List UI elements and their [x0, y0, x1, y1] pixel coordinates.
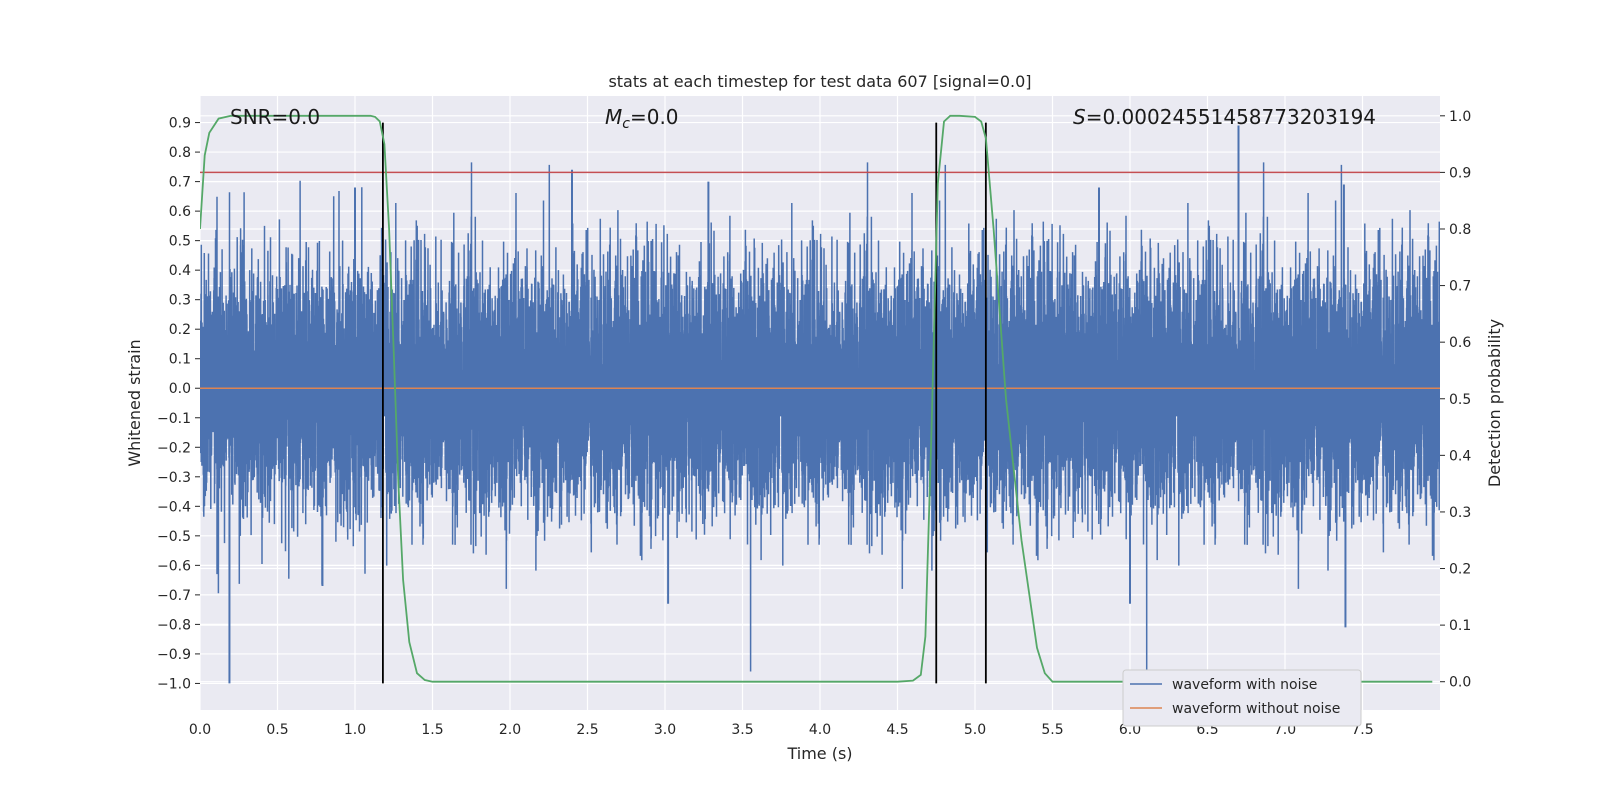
legend-box	[1122, 669, 1362, 727]
x-axis-label: Time (s)	[786, 744, 852, 763]
chart-title: stats at each timestep for test data 607…	[608, 72, 1031, 91]
y-tick-label: −0.8	[157, 617, 191, 633]
y-tick-label: −0.4	[157, 499, 191, 515]
legend-label-waveform-with-noise: waveform with noise	[1172, 677, 1317, 693]
y2-tick-label: 0.9	[1449, 165, 1471, 181]
legend: waveform with noise waveform without noi…	[1122, 669, 1362, 727]
y2-tick-label: 0.2	[1449, 562, 1471, 578]
snr-annotation: SNR=0.0	[230, 105, 320, 129]
x-tick-label: 4.0	[809, 722, 831, 738]
x-tick-label: 3.0	[654, 722, 676, 738]
y-tick-label: −0.6	[157, 558, 191, 574]
y2-tick-label: 0.1	[1449, 618, 1471, 634]
y2-tick-label: 0.7	[1449, 279, 1471, 295]
y-axis-left: −1.0 −0.9 −0.8 −0.7 −0.6 −0.5 −0.4 −0.3 −0.2 −0.1…	[157, 116, 200, 692]
y2-tick-label: 1.0	[1449, 109, 1471, 125]
y-tick-label: 0.2	[169, 322, 191, 338]
y-tick-label: −0.2	[157, 440, 191, 456]
mc-annotation: Mc=0.0	[605, 105, 679, 132]
y-tick-label: 0.7	[169, 175, 191, 191]
y-tick-label: 0.6	[169, 204, 191, 220]
x-tick-label: 2.5	[576, 722, 598, 738]
y-tick-label: −0.1	[157, 411, 191, 427]
y-tick-label: −0.3	[157, 470, 191, 486]
x-tick-label: 5.0	[964, 722, 986, 738]
y-tick-label: −1.0	[157, 676, 191, 692]
x-tick-label: 3.5	[731, 722, 753, 738]
waveform-spikes	[228, 125, 1347, 684]
y-tick-label: 0.4	[169, 263, 191, 279]
x-tick-label: 0.0	[189, 722, 211, 738]
y2-tick-label: 0.6	[1449, 335, 1471, 351]
y-tick-label: 0.5	[169, 234, 191, 250]
x-tick-label: 1.0	[344, 722, 366, 738]
x-tick-label: 4.5	[886, 722, 908, 738]
y-tick-label: 0.3	[169, 293, 191, 309]
y-axis-right: 0.0 0.1 0.2 0.3 0.4 0.5 0.6 0.7 0.8 0.9 1.0	[1440, 109, 1471, 691]
y-tick-label: 0.9	[169, 116, 191, 132]
s-annotation: S=0.00024551458773203194	[1073, 105, 1376, 129]
plot-content	[200, 114, 1440, 684]
y-tick-label: 0.1	[169, 352, 191, 368]
y2-axis-label: Detection probability	[1485, 319, 1504, 487]
x-tick-label: 2.0	[499, 722, 521, 738]
y-axis-label: Whitened strain	[125, 339, 144, 466]
y-tick-label: −0.9	[157, 647, 191, 663]
x-tick-label: 5.5	[1041, 722, 1063, 738]
y-tick-label: −0.7	[157, 588, 191, 604]
y2-tick-label: 0.4	[1449, 448, 1471, 464]
x-tick-label: 1.5	[421, 722, 443, 738]
y-tick-label: 0.8	[169, 145, 191, 161]
x-tick-label: 0.5	[266, 722, 288, 738]
legend-label-waveform-without-noise: waveform without noise	[1172, 701, 1340, 717]
y2-tick-label: 0.8	[1449, 222, 1471, 238]
y2-tick-label: 0.0	[1449, 675, 1471, 691]
y-tick-label: 0.0	[169, 381, 191, 397]
y2-tick-label: 0.5	[1449, 392, 1471, 408]
y2-tick-label: 0.3	[1449, 505, 1471, 521]
y-tick-label: −0.5	[157, 529, 191, 545]
series-detection-probability	[200, 114, 1433, 683]
